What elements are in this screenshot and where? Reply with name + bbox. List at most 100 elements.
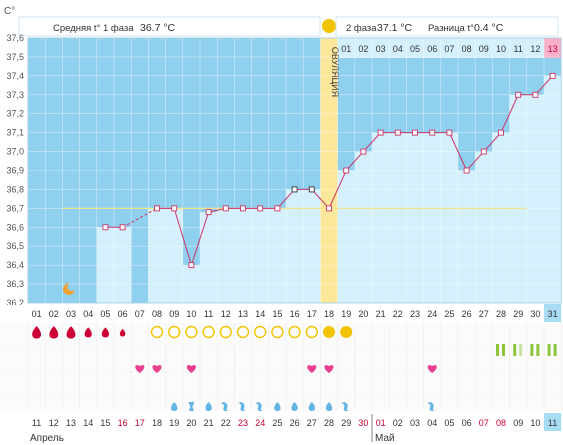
calendar-date-label: 10	[530, 418, 540, 428]
calendar-date-label: 27	[307, 418, 317, 428]
cycle-day-label: 29	[513, 309, 523, 319]
y-tick-label: 36,4	[6, 260, 24, 270]
calendar-date-label: 21	[204, 418, 214, 428]
follicle-icon	[167, 325, 181, 339]
cycle-day-label: 06	[118, 309, 128, 319]
calendar-date-label: 09	[513, 418, 523, 428]
temperature-point-6	[119, 224, 126, 231]
cycle-day-label: 31	[548, 309, 558, 319]
day-column-22	[389, 132, 407, 303]
follicle-icon	[202, 325, 215, 339]
temperature-point-31	[549, 72, 556, 79]
temperature-point-17	[308, 186, 315, 193]
cycle-day-label: 03	[66, 309, 76, 319]
follicle-icon	[219, 325, 233, 339]
phase2-day-cell-10	[492, 38, 510, 58]
cycle-day-label: 17	[307, 309, 317, 319]
temperature-segment	[311, 189, 330, 209]
calendar-date-label: 22	[221, 418, 231, 428]
phase2-day-cell-3	[372, 38, 390, 58]
follicle-icon	[236, 325, 250, 339]
ovulation-sun-icon	[340, 326, 353, 338]
day-row	[0, 305, 563, 323]
temperature-point-11	[205, 209, 212, 216]
phase2-day-label: 01	[341, 44, 351, 54]
test-bar-icon	[553, 344, 557, 356]
cycle-day-label: 25	[444, 309, 454, 319]
phase2-day-label: 04	[393, 44, 403, 54]
day-column-25	[440, 132, 458, 303]
axis-labels: 36,2 36,3 36,4 36,5 36,6 36,7 36,8 36,9 37,0 37,1…	[0, 33, 563, 445]
y-tick-label: 37,6	[6, 33, 24, 43]
blood-drop-icon	[119, 328, 126, 337]
discharge-drop-icon	[274, 402, 281, 411]
follicle-icon	[254, 325, 267, 339]
discharge-swirl-icon	[238, 402, 247, 412]
cycle-day-label: 18	[324, 309, 334, 319]
temperature-point-13	[240, 205, 246, 212]
calendar-date-label: 08	[496, 418, 506, 428]
phase2-day-label: 10	[496, 44, 506, 54]
temperature-segment	[500, 94, 519, 133]
follicle-icon	[185, 325, 198, 339]
header: Средняя t° 1 фаза 36.7 °C 2 фаза 37.1 °C…	[4, 6, 559, 37]
heart-icon	[324, 365, 334, 373]
y-tick-label: 37,5	[6, 52, 24, 62]
temperature-point-5	[102, 224, 109, 231]
cycle-day-label: 16	[290, 309, 300, 319]
temperature-segment	[483, 132, 502, 152]
day-column-15	[268, 208, 286, 303]
day-column-23	[406, 132, 424, 303]
day-column-9	[165, 208, 183, 303]
calendar-date-label: 24	[255, 418, 265, 428]
calendar-date-label: 15	[100, 418, 110, 428]
y-tick-label: 36,2	[6, 298, 24, 308]
calendar-date-label: 17	[135, 418, 145, 428]
phase2-label: 2 фаза	[346, 23, 377, 34]
y-tick-label: 37,0	[6, 147, 24, 157]
day-column-12	[217, 208, 235, 303]
follicle-icon	[271, 325, 284, 339]
cycle-day-label: 01	[32, 309, 42, 319]
date-last-highlight	[544, 413, 562, 431]
temperature-segment	[363, 132, 381, 152]
temperature-point-23	[412, 129, 418, 136]
cycle-day-label: 09	[169, 309, 179, 319]
calendar-date-label: 11	[548, 418, 557, 428]
temperature-segment	[448, 132, 468, 171]
temperature-point-24	[429, 129, 436, 136]
test-bar-icon	[496, 344, 499, 356]
cycle-day-label: 28	[496, 309, 506, 319]
y-tick-label: 36,5	[6, 241, 24, 251]
day-column-19	[337, 170, 355, 303]
cycle-day-label: 15	[272, 309, 282, 319]
calendar-date-label: 02	[393, 418, 403, 428]
phase2-day-label: 12	[530, 44, 540, 54]
date-row	[0, 411, 563, 445]
temperature-point-12	[222, 205, 229, 212]
temperature-point-28	[498, 129, 504, 136]
cycle-day-label: 04	[83, 309, 93, 319]
phase2-day-label: 02	[358, 44, 368, 54]
phase2-day-cell-12	[526, 38, 544, 58]
blood-drop-icon	[101, 327, 109, 338]
day-column-24	[423, 132, 441, 303]
calendar-date-label: 01	[376, 418, 386, 428]
day-column-21	[372, 132, 390, 303]
temperature-point-25	[446, 129, 453, 136]
y-tick-label: 37,2	[6, 109, 24, 119]
month-label-april: Апрель	[30, 433, 64, 444]
temperature-point-18	[326, 205, 332, 212]
phase2-day-cell-5	[406, 38, 424, 58]
cycle-day-label: 30	[530, 309, 540, 319]
plot-frame	[27, 37, 562, 304]
day-column-28	[492, 132, 510, 303]
temperature-segment	[466, 151, 485, 171]
symptom-rows	[0, 323, 563, 412]
follicle-icon	[150, 325, 164, 339]
discharge-swirl-icon	[427, 402, 437, 412]
y-tick-label: 36,9	[6, 166, 24, 176]
cycle-day-label: 21	[376, 309, 386, 319]
calendar-date-label: 06	[462, 418, 472, 428]
cycle-day-label: 14	[255, 309, 265, 319]
